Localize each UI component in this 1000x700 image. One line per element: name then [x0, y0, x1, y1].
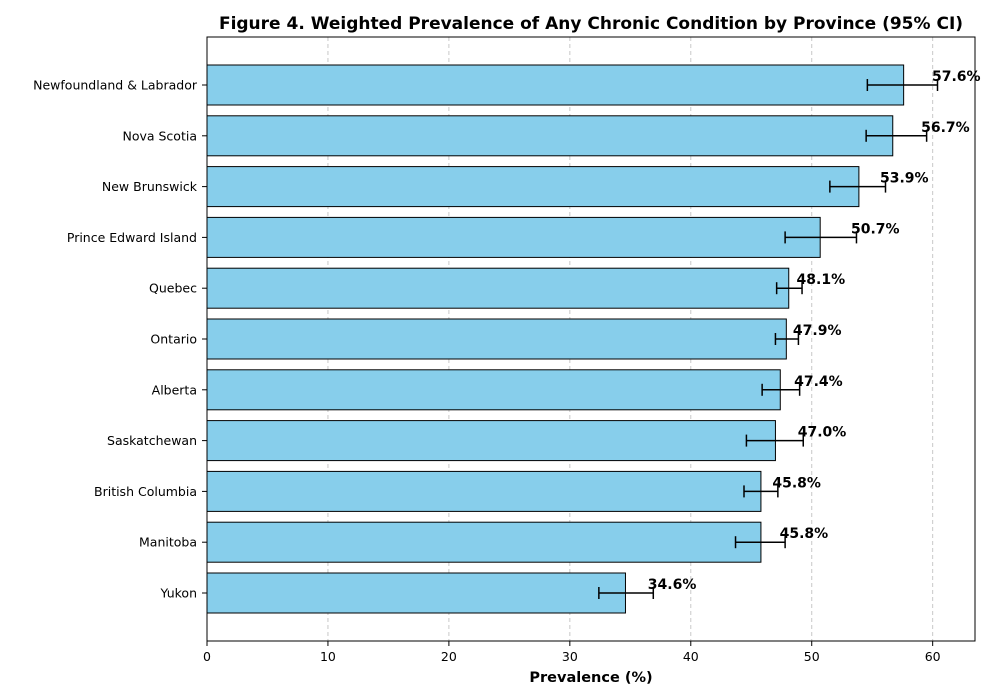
data-label-yukon: 34.6%	[648, 577, 697, 593]
y-tick-label-nova-scotia: Nova Scotia	[122, 128, 197, 143]
bar-prince-edward-island	[206, 216, 821, 258]
bar-newfoundland-labrador	[206, 64, 905, 106]
x-tick-label-0: 0	[203, 649, 211, 664]
data-labels: 57.6% 56.7% 53.9% 50.7% 48.1% 47.9% 47.4% 47.0%…	[648, 69, 981, 593]
x-tick-label-30: 30	[562, 649, 578, 664]
data-label-ontario: 47.9%	[793, 323, 842, 339]
x-axis-label: Prevalence (%)	[529, 670, 652, 686]
bar-ontario	[206, 318, 787, 360]
y-tick-label-ontario: Ontario	[150, 332, 197, 347]
data-label-british-columbia: 45.8%	[772, 475, 821, 491]
x-tick-label-50: 50	[804, 649, 820, 664]
error-bars	[598, 79, 939, 599]
x-tick-label-40: 40	[683, 649, 699, 664]
data-label-prince-edward-island: 50.7%	[851, 221, 900, 237]
y-tick-label-british-columbia: British Columbia	[94, 484, 197, 499]
x-axis-ticks: 0 10 20 30 40 50 60	[203, 641, 941, 664]
y-axis-ticks: Newfoundland & Labrador Nova Scotia New Br…	[33, 78, 207, 601]
bar-saskatchewan	[206, 420, 776, 462]
y-tick-label-quebec: Quebec	[149, 281, 197, 296]
x-tick-label-60: 60	[925, 649, 941, 664]
data-label-saskatchewan: 47.0%	[798, 425, 847, 441]
x-tick-label-20: 20	[441, 649, 457, 664]
y-tick-label-new-brunswick: New Brunswick	[102, 179, 198, 194]
y-tick-label-alberta: Alberta	[152, 382, 197, 397]
data-label-nova-scotia: 56.7%	[921, 120, 970, 136]
data-label-quebec: 48.1%	[797, 272, 846, 288]
y-tick-label-prince-edward-island: Prince Edward Island	[67, 230, 197, 245]
y-tick-label-manitoba: Manitoba	[139, 535, 197, 550]
bar-manitoba	[206, 521, 762, 563]
bars	[206, 64, 905, 614]
y-tick-label-yukon: Yukon	[160, 586, 198, 601]
y-tick-label-newfoundland-labrador: Newfoundland & Labrador	[33, 78, 198, 93]
bar-yukon	[206, 572, 626, 614]
data-label-new-brunswick: 53.9%	[880, 171, 929, 187]
chart-title: Figure 4. Weighted Prevalence of Any Chr…	[219, 14, 963, 34]
bar-quebec	[206, 267, 790, 309]
data-label-alberta: 47.4%	[794, 374, 843, 390]
bar-british-columbia	[206, 470, 762, 512]
data-label-newfoundland-labrador: 57.6%	[932, 69, 981, 85]
y-tick-label-saskatchewan: Saskatchewan	[107, 433, 197, 448]
x-tick-label-10: 10	[320, 649, 336, 664]
data-label-manitoba: 45.8%	[780, 526, 829, 542]
bar-new-brunswick	[206, 166, 860, 208]
bar-alberta	[206, 369, 781, 411]
bar-nova-scotia	[206, 115, 894, 157]
